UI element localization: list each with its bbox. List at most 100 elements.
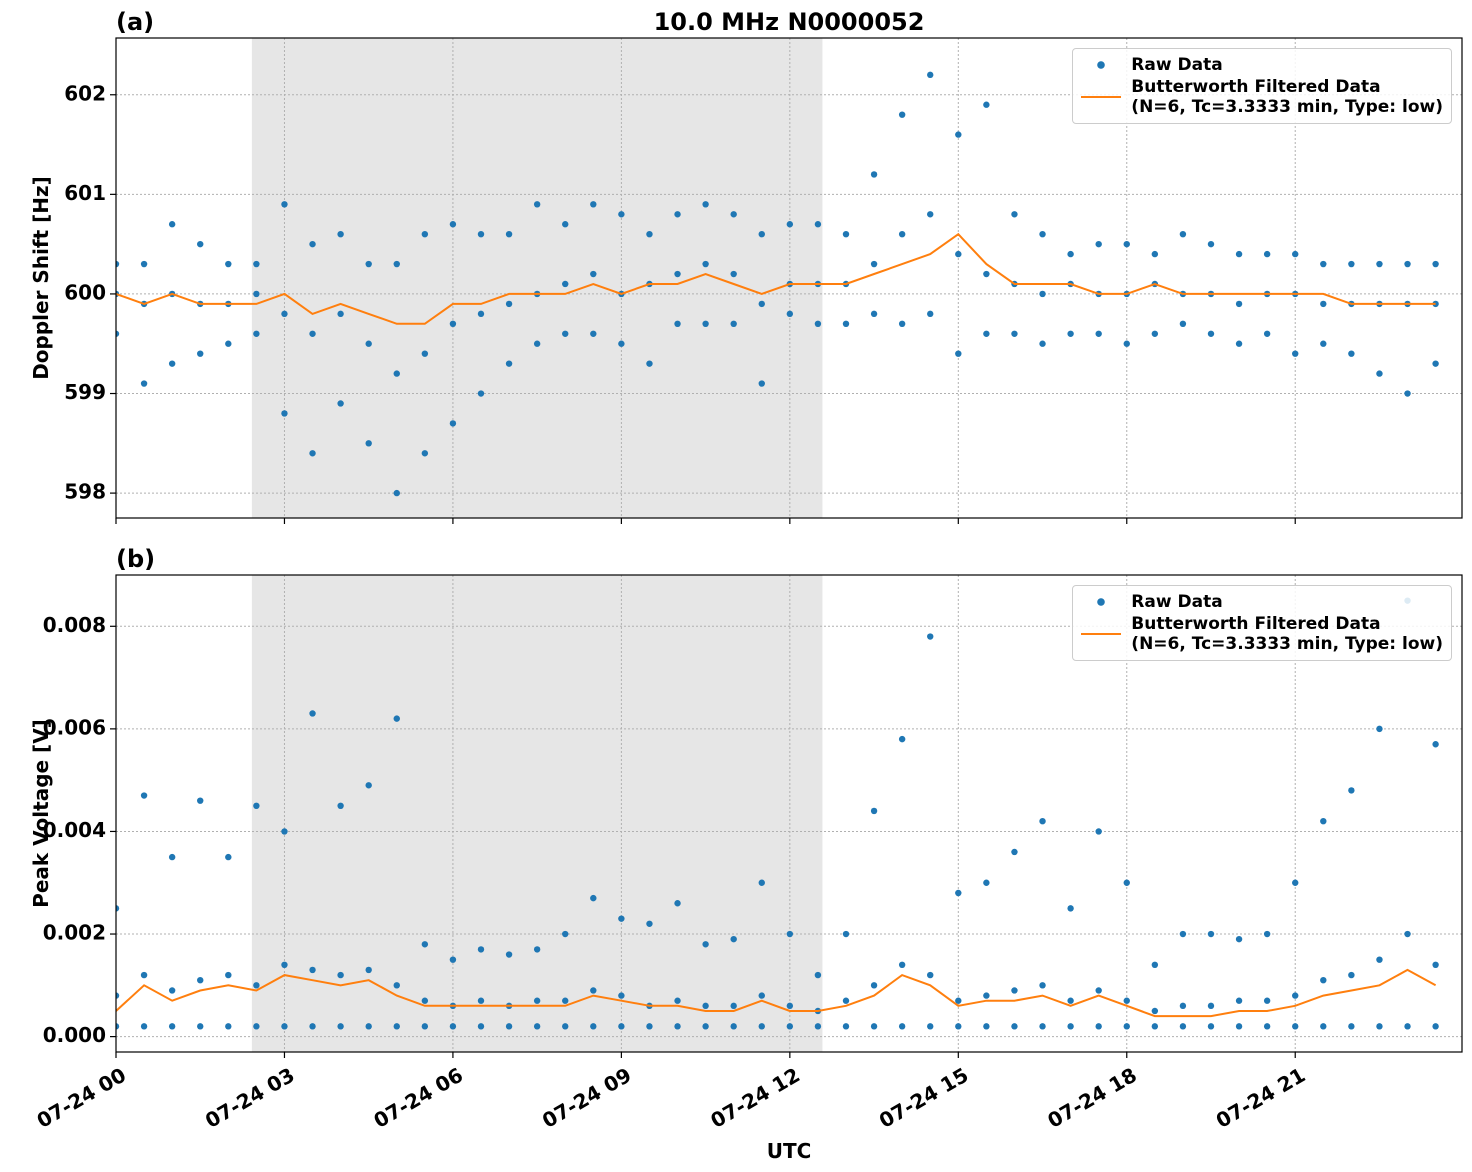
raw-point <box>898 111 906 118</box>
raw-point <box>1151 1023 1159 1030</box>
raw-point <box>955 350 962 357</box>
raw-point <box>168 1023 176 1030</box>
panel-label: (a) <box>116 8 154 36</box>
raw-point <box>1095 987 1102 994</box>
raw-point <box>590 987 597 994</box>
raw-point <box>1179 230 1187 238</box>
raw-point <box>281 410 288 417</box>
y-tick-label: 0.006 <box>43 715 106 739</box>
raw-point <box>1151 330 1159 337</box>
raw-point <box>1432 360 1439 367</box>
raw-point <box>365 340 372 347</box>
raw-point <box>562 997 569 1004</box>
raw-point <box>730 935 737 943</box>
raw-point <box>365 260 372 268</box>
raw-point <box>1179 930 1187 938</box>
raw-point <box>1235 1023 1243 1030</box>
raw-point <box>1348 1023 1355 1030</box>
raw-point <box>1348 971 1355 979</box>
raw-point <box>562 930 569 938</box>
raw-point <box>393 982 400 989</box>
raw-point <box>786 1002 794 1010</box>
raw-point <box>1235 250 1243 258</box>
raw-point <box>590 270 597 278</box>
shaded-span <box>251 38 823 518</box>
raw-point <box>337 310 344 318</box>
raw-point <box>477 230 485 238</box>
raw-point <box>281 828 288 835</box>
raw-point <box>1067 997 1074 1004</box>
axes-frame <box>115 37 1463 519</box>
raw-point <box>1235 997 1243 1004</box>
raw-point <box>702 941 709 948</box>
raw-point <box>477 390 485 397</box>
raw-point <box>393 715 400 722</box>
raw-point <box>618 340 625 347</box>
raw-point <box>225 853 232 861</box>
raw-point <box>562 280 569 288</box>
raw-point <box>842 320 850 328</box>
x-tick-label: 07-24 03 <box>201 1063 299 1133</box>
raw-point <box>1123 1023 1130 1030</box>
raw-point <box>1376 1023 1383 1030</box>
raw-point <box>1235 300 1243 308</box>
raw-point <box>309 240 316 248</box>
raw-point <box>702 201 709 208</box>
raw-point <box>758 230 765 238</box>
panel: 598 599 600 601 602 (a) 10.0 MHz N0000052 Doppl… <box>29 8 1463 524</box>
raw-point <box>1151 961 1159 969</box>
raw-point <box>927 633 934 640</box>
legend: Raw Data Butterworth Filtered Data (N=6, … <box>1072 48 1452 124</box>
raw-point <box>1011 987 1018 994</box>
raw-point <box>618 1023 625 1030</box>
raw-point <box>1039 340 1046 347</box>
raw-point <box>1207 1023 1215 1030</box>
raw-point <box>1348 787 1355 794</box>
x-tick-label: 07-24 21 <box>1212 1063 1310 1133</box>
raw-point <box>1263 330 1271 337</box>
raw-point <box>1067 905 1074 912</box>
raw-point <box>449 1023 457 1030</box>
raw-point <box>421 450 429 457</box>
raw-point <box>168 360 176 367</box>
raw-point <box>674 900 681 907</box>
y-axis-label: Peak Voltage [V] <box>29 719 53 908</box>
y-tick-label: 0.002 <box>43 921 106 945</box>
raw-point <box>1432 260 1439 268</box>
y-axis-label: Doppler Shift [Hz] <box>29 176 53 380</box>
raw-point <box>674 320 681 328</box>
raw-point <box>449 420 457 427</box>
raw-point <box>533 946 541 953</box>
raw-point <box>1432 300 1439 308</box>
legend-symbol <box>1081 87 1122 107</box>
raw-point <box>590 1023 597 1030</box>
raw-point <box>1151 1007 1159 1015</box>
raw-point <box>337 802 344 810</box>
raw-point <box>814 971 822 979</box>
raw-point <box>337 1023 344 1030</box>
raw-point <box>674 270 681 278</box>
raw-point <box>590 330 597 337</box>
raw-point <box>786 930 794 938</box>
raw-point <box>253 982 260 989</box>
raw-point <box>1123 997 1130 1004</box>
x-tick-label: 07-24 18 <box>1043 1063 1141 1133</box>
raw-point <box>281 961 288 969</box>
raw-point <box>197 976 204 984</box>
raw-point <box>421 997 429 1004</box>
x-tick-label: 07-24 15 <box>875 1063 973 1133</box>
raw-point <box>842 230 850 238</box>
raw-point <box>1376 370 1383 377</box>
raw-point <box>1235 340 1243 347</box>
x-axis-label: UTC <box>767 1139 812 1163</box>
raw-point <box>870 807 878 815</box>
raw-point <box>814 1023 822 1030</box>
raw-point <box>505 1023 513 1030</box>
raw-point <box>786 221 794 228</box>
raw-point <box>281 1023 288 1030</box>
raw-point <box>393 370 400 377</box>
raw-point <box>1263 997 1271 1004</box>
raw-point <box>449 956 457 963</box>
raw-point <box>955 250 962 258</box>
